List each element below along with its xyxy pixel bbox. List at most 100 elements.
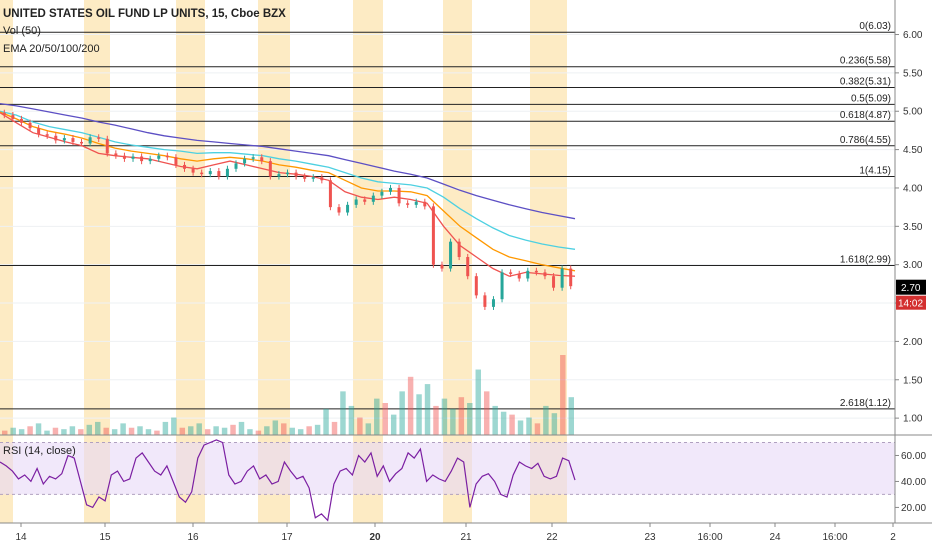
- volume-bar-44: [374, 398, 380, 435]
- volume-bar-9: [78, 429, 84, 435]
- rsi-tick-label-0: 60.00: [901, 451, 926, 462]
- candle-body-51: [440, 264, 444, 269]
- candle-body-0: [2, 112, 6, 116]
- candle-body-23: [200, 172, 204, 175]
- rsi-line: [0, 439, 895, 522]
- volume-bar-33: [281, 423, 287, 435]
- volume-bar-48: [407, 376, 414, 435]
- volume-bar-52: [441, 398, 448, 435]
- price-tick-label-2: 5.00: [903, 107, 923, 118]
- volume-bar-4: [35, 423, 42, 435]
- ema200-line: [0, 102, 576, 220]
- price-tick-label-5: 3.50: [903, 222, 923, 233]
- candle-body-42: [363, 199, 367, 202]
- candle-body-66: [569, 268, 573, 287]
- candle-body-6: [54, 135, 58, 141]
- volume-bar-21: [179, 427, 186, 435]
- candle-body-64: [552, 276, 556, 288]
- time-label-8: 16:00: [697, 532, 722, 543]
- fib-label-3: 0.5(5.09): [851, 93, 891, 104]
- volume-bar-13: [111, 429, 118, 435]
- candle-body-54: [466, 257, 470, 277]
- volume-bar-12: [103, 427, 109, 435]
- candle-body-50: [431, 206, 435, 265]
- rsi-legend[interactable]: RSI (14, close): [3, 445, 76, 457]
- candle-body-57: [491, 299, 495, 307]
- rsi-axis[interactable]: 60.00 40.00 20.00: [895, 451, 926, 514]
- volume-bar-56: [475, 369, 481, 435]
- volume-bar-37: [314, 424, 321, 435]
- volume-bar-42: [357, 417, 363, 435]
- volume-bar-62: [526, 417, 532, 435]
- volume-bar-14: [120, 423, 126, 435]
- volume-bar-29: [247, 429, 253, 435]
- time-label-2: 16: [187, 532, 199, 543]
- rsi-tick-label-2: 20.00: [901, 503, 926, 514]
- candle-body-26: [225, 168, 229, 177]
- price-candles: [2, 109, 573, 310]
- candle-body-52: [449, 241, 453, 269]
- fib-retracement[interactable]: 0(6.03) 0.236(5.58) 0.382(5.31) 0.5(5.09) 0.…: [0, 21, 895, 410]
- volume-bar-1: [10, 427, 16, 435]
- fib-label-0: 0(6.03): [859, 21, 891, 32]
- candle-body-55: [474, 276, 478, 296]
- grid: [0, 34, 895, 419]
- volume-bars: [2, 355, 574, 435]
- candle-body-4: [37, 128, 41, 135]
- candle-body-24: [208, 171, 212, 175]
- candle-body-58: [500, 272, 504, 300]
- ema-legend[interactable]: EMA 20/50/100/200: [3, 43, 100, 55]
- volume-bar-25: [213, 426, 219, 435]
- volume-bar-7: [61, 429, 67, 435]
- candle-body-60: [517, 273, 521, 279]
- candle-body-45: [388, 187, 392, 192]
- candle-body-43: [371, 195, 375, 202]
- time-label-0: 14: [15, 532, 27, 543]
- time-label-1: 15: [99, 532, 111, 543]
- candle-body-35: [303, 176, 307, 179]
- ema50-line: [0, 111, 576, 272]
- candle-body-49: [423, 201, 427, 207]
- candle-body-22: [191, 168, 195, 173]
- rsi-band: [0, 442, 895, 495]
- volume-legend[interactable]: Vol (50): [3, 25, 41, 37]
- candle-body-20: [174, 157, 178, 165]
- candle-body-1: [11, 115, 15, 119]
- price-axis[interactable]: 6.005.505.004.504.003.503.002.502.001.50…: [895, 30, 926, 425]
- time-label-9: 24: [769, 532, 781, 543]
- volume-bar-65: [551, 413, 558, 435]
- time-label-3: 17: [281, 532, 293, 543]
- session-band-0: [0, 0, 13, 523]
- candle-body-7: [62, 138, 66, 141]
- time-axis[interactable]: 14 15 16 17 20 21 22 23 16:00 24 16:00 2: [15, 523, 896, 543]
- volume-bar-11: [95, 421, 101, 435]
- volume-bar-26: [221, 427, 228, 435]
- volume-bar-16: [137, 426, 143, 435]
- candle-body-10: [88, 137, 92, 144]
- candle-body-29: [251, 157, 255, 159]
- candle-body-11: [97, 137, 101, 139]
- candle-body-13: [114, 153, 118, 156]
- time-label-11: 2: [890, 532, 896, 543]
- candle-body-18: [157, 155, 161, 159]
- volume-bar-18: [154, 430, 160, 435]
- volume-bar-23: [196, 423, 202, 435]
- price-tick-label-10: 1.00: [903, 414, 923, 425]
- candle-body-19: [165, 155, 169, 158]
- candle-body-65: [560, 268, 564, 288]
- symbol-title[interactable]: UNITED STATES OIL FUND LP UNITS, 15, Cbo…: [3, 8, 286, 20]
- price-tick-label-6: 3.00: [903, 260, 923, 271]
- volume-bar-17: [145, 429, 152, 435]
- volume-bar-8: [69, 426, 76, 435]
- candle-body-61: [526, 270, 530, 279]
- price-tick-label-1: 5.50: [903, 68, 923, 79]
- candle-body-9: [80, 141, 84, 144]
- volume-bar-15: [128, 427, 135, 435]
- fib-label-2: 0.382(5.31): [840, 76, 891, 87]
- volume-bar-35: [297, 429, 304, 435]
- volume-bar-31: [264, 426, 270, 435]
- candle-body-8: [71, 138, 75, 142]
- fib-label-6: 1(4.15): [859, 165, 891, 176]
- candle-body-39: [337, 207, 341, 213]
